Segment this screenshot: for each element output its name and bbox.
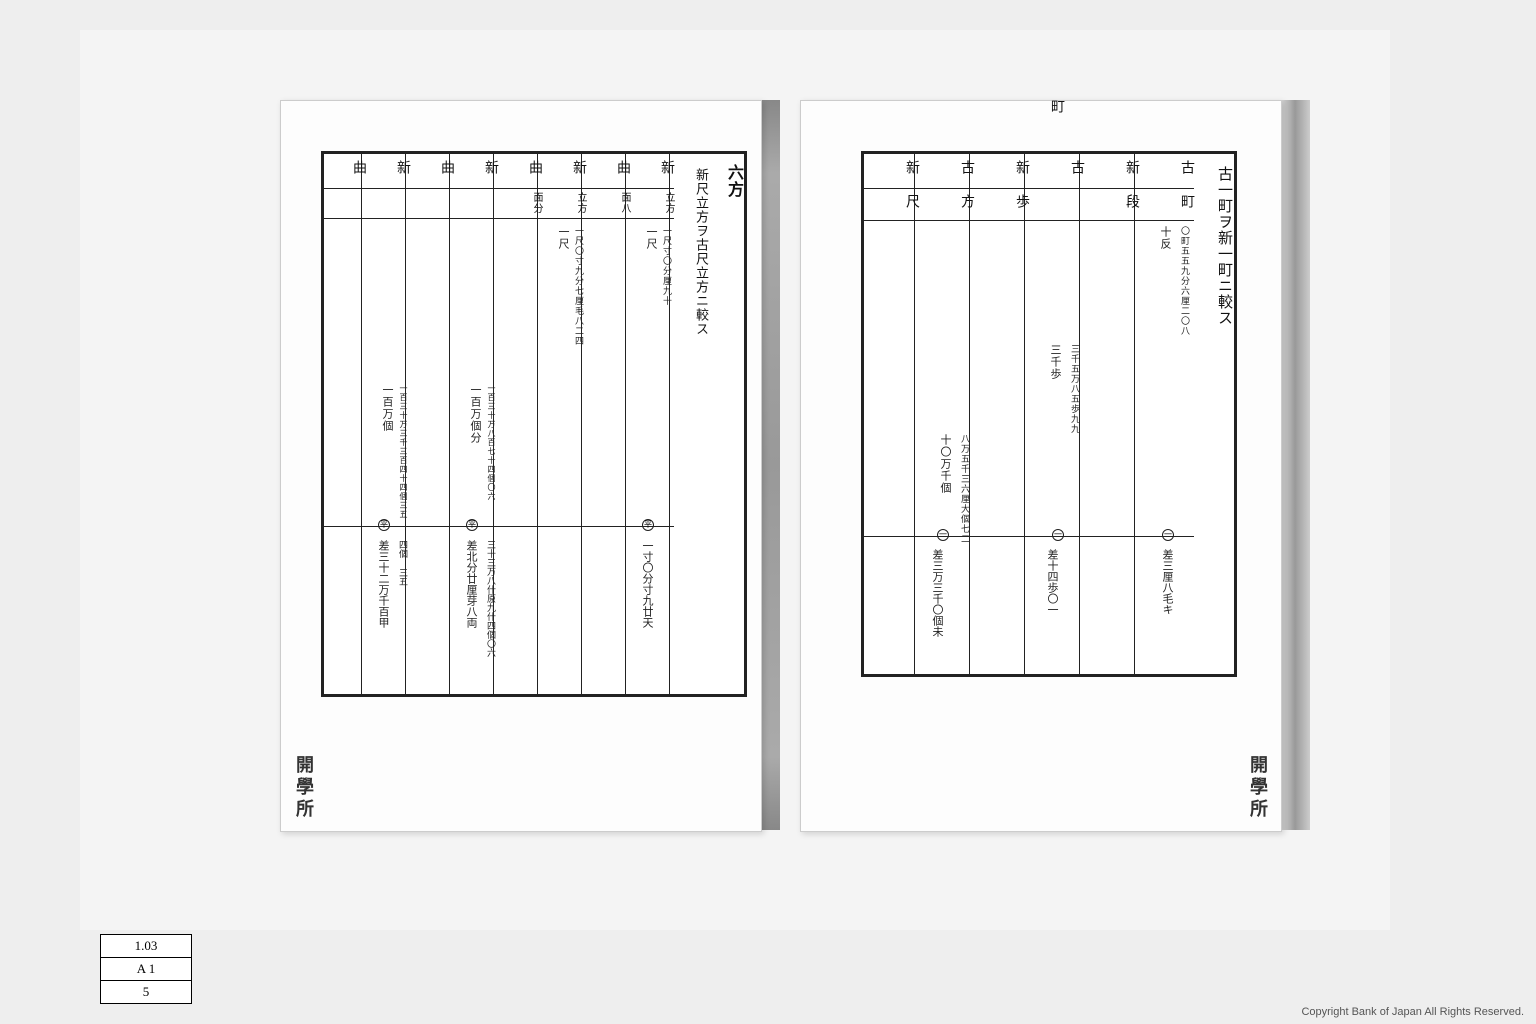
left-col-8: 曲 <box>320 154 366 694</box>
left-diff-2: 差北分廿厘芽八両 <box>464 540 478 628</box>
archive-label: 1.03 A 1 5 <box>100 934 192 1004</box>
left-title-column: 新尺立方ヲ古尺立方ニ較ス <box>669 154 710 694</box>
book-page-left: 六方 新尺立方ヲ古尺立方ニ較ス 新 立方 一尺 一尺寸〇分厘九十 曲 面八 新 … <box>280 100 762 832</box>
left-diff-3: 差三十二万千百甲 <box>376 540 390 628</box>
left-col-4: 曲 面分 <box>493 154 542 694</box>
page-edge-right <box>1280 100 1310 830</box>
right-diff-3: 差三万三千〇個未 <box>930 549 944 637</box>
circle-marker-1: 一 <box>1162 526 1174 544</box>
copyright-notice: Copyright Bank of Japan All Rights Reser… <box>1301 1006 1524 1018</box>
archive-code: 1.03 <box>101 935 191 958</box>
left-circle-2: 平 <box>466 516 478 534</box>
right-col-6: 新 尺 <box>860 154 919 674</box>
left-col-3: 新 立方 一尺 一尺〇寸九分七厘毛八二四 <box>537 154 586 694</box>
archive-shelf: A 1 <box>101 958 191 981</box>
left-col-6: 曲 <box>405 154 454 694</box>
right-col-4: 新 歩 <box>969 154 1029 674</box>
scan-background: 町 古一町ヲ新一町ニ較ス 古 町 十反 〇町五五九分六厘二〇八 新 段 古 三千… <box>80 30 1390 930</box>
left-col-2: 曲 面八 <box>581 154 630 694</box>
right-col-2: 新 段 <box>1079 154 1139 674</box>
left-diff-2-sub: 三十三万八什原九什四個〇六 <box>484 540 496 657</box>
archive-item: 5 <box>101 981 191 1003</box>
left-wavy-divider <box>324 524 674 530</box>
circle-marker-2: 一 <box>1052 526 1064 544</box>
left-table-frame: 六方 新尺立方ヲ古尺立方ニ較ス 新 立方 一尺 一尺寸〇分厘九十 曲 面八 新 … <box>321 151 747 697</box>
left-diff-3-sub: 四個 三五 <box>396 540 408 586</box>
left-circle-3: 平 <box>378 516 390 534</box>
left-institute-stamp: 開學所 <box>291 755 317 821</box>
right-title-column: 古一町ヲ新一町ニ較ス <box>1190 154 1234 674</box>
section-marker-cho: 町 <box>1046 99 1066 113</box>
left-top-diff: 一寸〇分寸九廿天 <box>640 540 654 628</box>
right-col-5: 古 方 十〇万千個 八万五千三六厘大個七二 <box>914 154 974 674</box>
book-page-right: 町 古一町ヲ新一町ニ較ス 古 町 十反 〇町五五九分六厘二〇八 新 段 古 三千… <box>800 100 1282 832</box>
book-spine <box>760 100 780 830</box>
left-circle-1: 平 <box>642 516 654 534</box>
right-diff-2: 差十四歩〇一 <box>1045 549 1059 615</box>
right-diff-1: 差三厘八毛キ <box>1160 549 1174 615</box>
right-table-frame: 古一町ヲ新一町ニ較ス 古 町 十反 〇町五五九分六厘二〇八 新 段 古 三千歩 … <box>861 151 1237 677</box>
right-institute-stamp: 開學所 <box>1245 755 1271 821</box>
right-wavy-divider <box>864 534 1194 540</box>
left-section-title: 六方 <box>706 154 744 694</box>
circle-marker-3: 一 <box>937 526 949 544</box>
